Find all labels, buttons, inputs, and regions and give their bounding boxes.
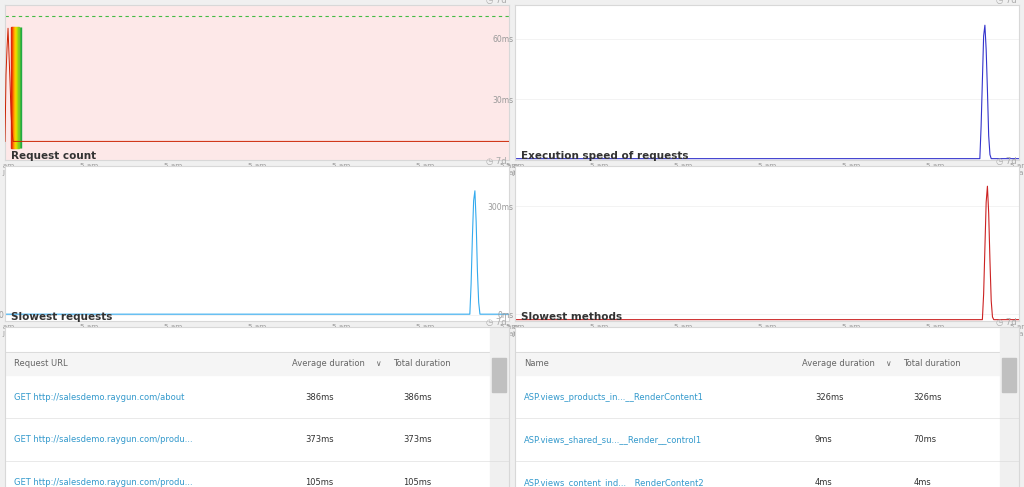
Text: 386ms: 386ms — [403, 393, 432, 402]
Text: 9ms: 9ms — [815, 435, 833, 444]
Text: ◷ 7d: ◷ 7d — [996, 157, 1017, 167]
Bar — [5, 352, 509, 375]
Text: ◷ 7d: ◷ 7d — [996, 318, 1017, 327]
Text: ∨: ∨ — [376, 359, 381, 369]
Text: ASP.views_products_in...__RenderContent1: ASP.views_products_in...__RenderContent1 — [524, 393, 703, 402]
Bar — [1000, 327, 1019, 487]
Legend: API Calls, Methods, Queries: API Calls, Methods, Queries — [681, 237, 853, 246]
Text: Slowest requests: Slowest requests — [11, 312, 113, 322]
Text: Request URL: Request URL — [14, 359, 68, 369]
Text: ◷ 7d: ◷ 7d — [485, 157, 507, 167]
Text: ◷ 7d: ◷ 7d — [485, 0, 507, 5]
Text: Execution speed of requests: Execution speed of requests — [521, 151, 688, 161]
Legend: Average, Median, P90, P99: Average, Median, P90, P99 — [672, 398, 862, 407]
Legend: Requests: Requests — [229, 398, 285, 407]
Text: 386ms: 386ms — [305, 393, 334, 402]
Text: 105ms: 105ms — [403, 478, 431, 487]
Bar — [1001, 358, 1016, 393]
Text: 4ms: 4ms — [913, 478, 931, 487]
Text: Slowest methods: Slowest methods — [521, 312, 623, 322]
Text: GET http://salesdemo.raygun.com/produ...: GET http://salesdemo.raygun.com/produ... — [14, 435, 193, 444]
Text: Total duration: Total duration — [393, 359, 451, 369]
Text: 373ms: 373ms — [305, 435, 334, 444]
Text: GET http://salesdemo.raygun.com/about: GET http://salesdemo.raygun.com/about — [14, 393, 184, 402]
Bar — [515, 352, 1019, 375]
Text: Total duration: Total duration — [903, 359, 961, 369]
Text: 70ms: 70ms — [913, 435, 936, 444]
Text: ASP.views_content_ind...__RenderContent2: ASP.views_content_ind...__RenderContent2 — [524, 478, 705, 487]
Bar — [492, 358, 506, 393]
Bar — [490, 327, 509, 487]
Text: Average duration: Average duration — [292, 359, 366, 369]
Text: ◷ 7d: ◷ 7d — [485, 318, 507, 327]
Text: GET http://salesdemo.raygun.com/produ...: GET http://salesdemo.raygun.com/produ... — [14, 478, 193, 487]
Legend: Unacceptable, Poor, Fair, Good, Excellent: Unacceptable, Poor, Fair, Good, Excellen… — [122, 237, 392, 246]
Text: ∨: ∨ — [886, 359, 891, 369]
Text: 326ms: 326ms — [815, 393, 844, 402]
Text: 373ms: 373ms — [403, 435, 432, 444]
Text: ASP.views_shared_su...__Render__control1: ASP.views_shared_su...__Render__control1 — [524, 435, 702, 444]
Text: Average duration: Average duration — [802, 359, 876, 369]
Text: 326ms: 326ms — [913, 393, 942, 402]
Text: 105ms: 105ms — [305, 478, 333, 487]
Text: Name: Name — [524, 359, 549, 369]
Text: Request count: Request count — [11, 151, 96, 161]
Text: ◷ 7d: ◷ 7d — [996, 0, 1017, 5]
Text: 4ms: 4ms — [815, 478, 833, 487]
